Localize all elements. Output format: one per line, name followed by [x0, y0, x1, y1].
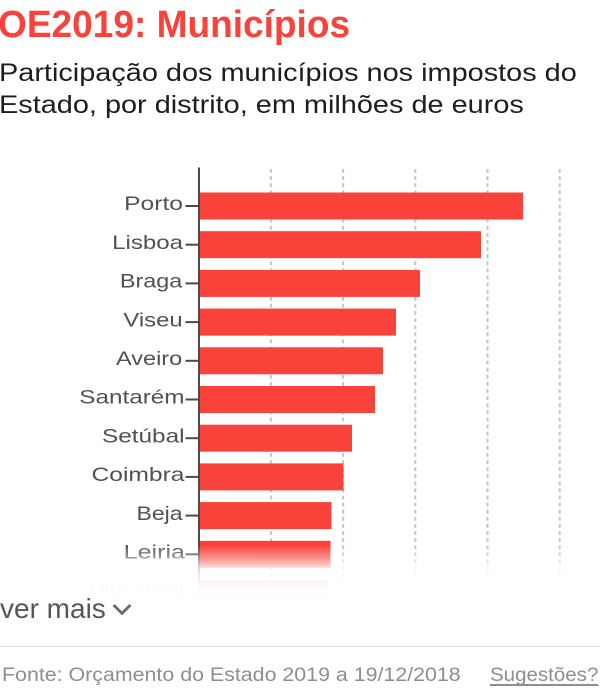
svg-text:Aveiro: Aveiro [116, 348, 182, 370]
svg-text:Braga: Braga [120, 271, 182, 293]
svg-text:Porto: Porto [124, 193, 183, 215]
svg-text:Setúbal: Setúbal [102, 425, 185, 447]
svg-text:Coimbra: Coimbra [92, 464, 185, 486]
svg-text:Beja: Beja [137, 503, 183, 525]
svg-text:Santarém: Santarém [79, 387, 184, 409]
svg-text:Lisboa: Lisboa [112, 232, 183, 254]
svg-text:Viseu: Viseu [123, 309, 182, 331]
